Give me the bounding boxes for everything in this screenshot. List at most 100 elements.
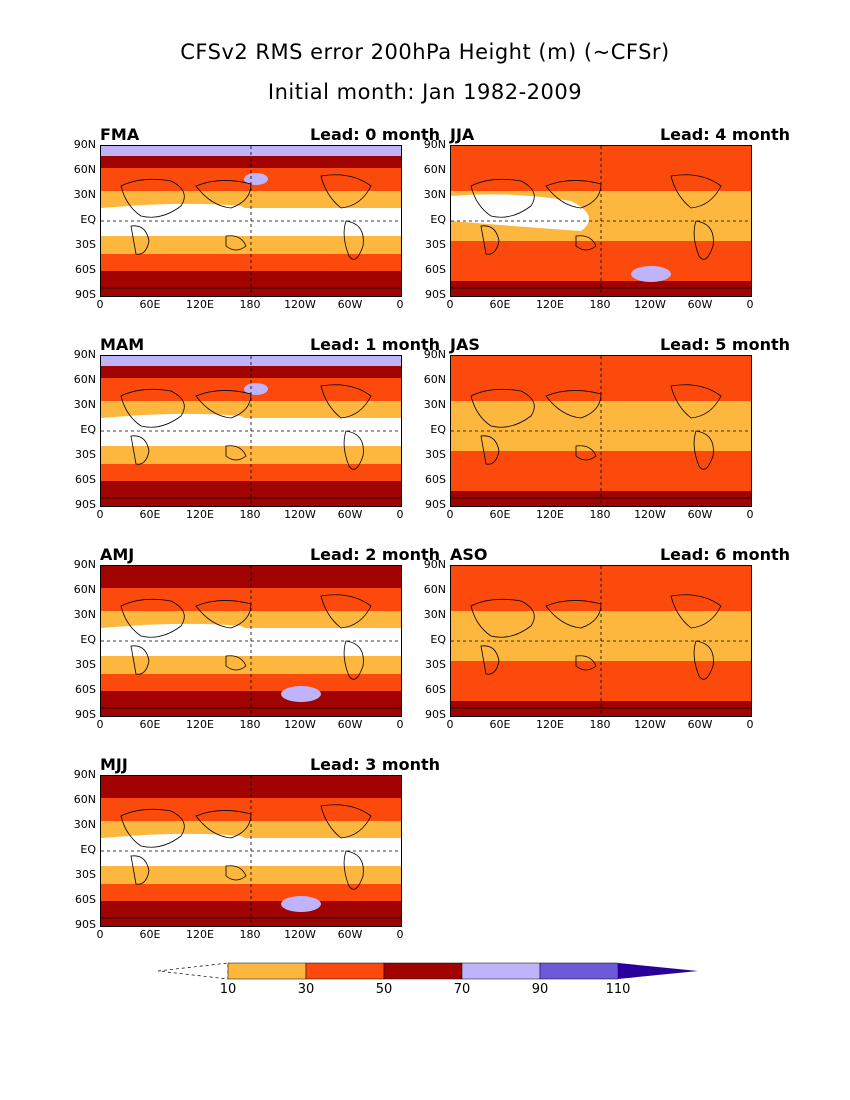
error-band [101, 588, 401, 611]
map-plot [450, 565, 752, 717]
y-tick-label: 30N [73, 818, 96, 831]
panel-lead-label: Lead: 0 month [309, 125, 440, 144]
coastline [343, 220, 364, 260]
y-tick-label: 90N [73, 768, 96, 781]
x-tick-label: 120W [634, 298, 666, 311]
x-tick-label: 0 [446, 298, 454, 311]
y-tick-label: 60N [73, 163, 96, 176]
y-tick-label: EQ [80, 213, 96, 226]
x-tick-label: 0 [396, 298, 404, 311]
high-error-patch [281, 686, 321, 702]
y-tick-label: 30S [75, 658, 96, 671]
coastline [545, 390, 602, 419]
map-plot [100, 355, 402, 507]
colorbar-low-extension [157, 962, 229, 980]
high-error-patch [281, 896, 321, 912]
y-tick-label: 30N [73, 188, 96, 201]
panel-lead-label: Lead: 2 month [309, 545, 440, 564]
panel-season-label: JJA [450, 125, 475, 144]
map-panel: JAS Lead: 5 month 90N 60N 30N EQ 30S 60S 90S 0 60E… [424, 335, 800, 535]
x-tick-label: 0 [96, 508, 104, 521]
map-panel: ASO Lead: 6 month 90N 60N 30N EQ 30S 60S 90S 0 60E… [424, 545, 800, 745]
colorbar-label: 110 [605, 982, 631, 997]
map-svg [451, 146, 751, 296]
x-tick-label: 0 [446, 718, 454, 731]
error-band [101, 401, 401, 418]
x-tick-label: 120E [536, 718, 564, 731]
panel-season-label: JAS [450, 335, 480, 354]
coastline [225, 235, 247, 251]
x-tick-label: 180 [239, 298, 261, 311]
chart-title: CFSv2 RMS error 200hPa Height (m) (~CFSr… [180, 40, 670, 64]
x-tick-label: 0 [446, 508, 454, 521]
error-band [451, 401, 751, 418]
y-tick-label: 60S [75, 683, 96, 696]
error-band [101, 821, 401, 838]
x-tick-label: 0 [396, 718, 404, 731]
error-band [451, 171, 751, 191]
coastline [470, 388, 535, 428]
y-tick-label: 30S [75, 868, 96, 881]
y-tick-label: 30N [73, 398, 96, 411]
map-panel: MAM Lead: 1 month 90N 60N 30N EQ 30S 60S 90S 0 60E… [74, 335, 450, 535]
tropical-low-error-region [101, 203, 256, 236]
coastline [225, 655, 247, 671]
coastline [480, 435, 500, 465]
x-tick-label: 60W [337, 298, 363, 311]
map-plot [100, 775, 402, 927]
coastline [670, 174, 722, 209]
error-band [101, 611, 401, 628]
coastline [320, 384, 372, 419]
x-tick-label: 120E [186, 508, 214, 521]
panel-season-label: ASO [450, 545, 488, 564]
error-band [451, 381, 751, 401]
coastline [470, 598, 535, 638]
y-tick-label: 90S [75, 288, 96, 301]
y-tick-label: 90N [73, 348, 96, 361]
coastline [480, 225, 500, 255]
tropical-low-error-region [101, 623, 256, 656]
x-tick-label: 0 [396, 928, 404, 941]
error-band [451, 611, 751, 628]
y-tick-label: EQ [80, 423, 96, 436]
y-tick-label: 30N [73, 608, 96, 621]
coastline [343, 430, 364, 470]
colorbar-segment [383, 962, 463, 980]
error-band [451, 591, 751, 611]
y-tick-label: 30S [75, 238, 96, 251]
high-error-patch [244, 383, 268, 395]
x-tick-label: 120E [186, 298, 214, 311]
coastline [120, 808, 185, 848]
x-tick-label: 60E [489, 718, 511, 731]
x-tick-label: 0 [96, 718, 104, 731]
map-svg [101, 776, 401, 926]
y-tick-label: 60S [75, 473, 96, 486]
map-panel: MJJ Lead: 3 month 90N 60N 30N EQ 30S 60S 90S 0 60E… [74, 755, 450, 955]
x-tick-label: 60W [687, 508, 713, 521]
x-tick-label: 0 [396, 508, 404, 521]
x-tick-label: 180 [589, 508, 611, 521]
y-tick-label: 90S [75, 708, 96, 721]
colorbar-label: 30 [297, 982, 315, 997]
coastline [225, 445, 247, 461]
map-plot [450, 145, 752, 297]
panel-lead-label: Lead: 3 month [309, 755, 440, 774]
y-tick-label: 60N [73, 583, 96, 596]
coastline [320, 594, 372, 629]
colorbar-segment [305, 962, 385, 980]
coastline [693, 430, 714, 470]
x-tick-label: 60E [139, 508, 161, 521]
y-tick-label: 90S [75, 918, 96, 931]
panel-lead-label: Lead: 6 month [659, 545, 790, 564]
colorbar-label: 10 [219, 982, 237, 997]
map-plot [100, 565, 402, 717]
coastline [195, 810, 252, 839]
coastline [575, 235, 597, 251]
colorbar: 10 30 50 70 90 110 [150, 960, 710, 1010]
tropical-low-error-region [101, 413, 256, 446]
y-tick-label: EQ [80, 633, 96, 646]
coastline [470, 178, 535, 218]
error-band [451, 701, 751, 716]
x-tick-label: 120W [284, 508, 316, 521]
panel-lead-label: Lead: 5 month [659, 335, 790, 354]
